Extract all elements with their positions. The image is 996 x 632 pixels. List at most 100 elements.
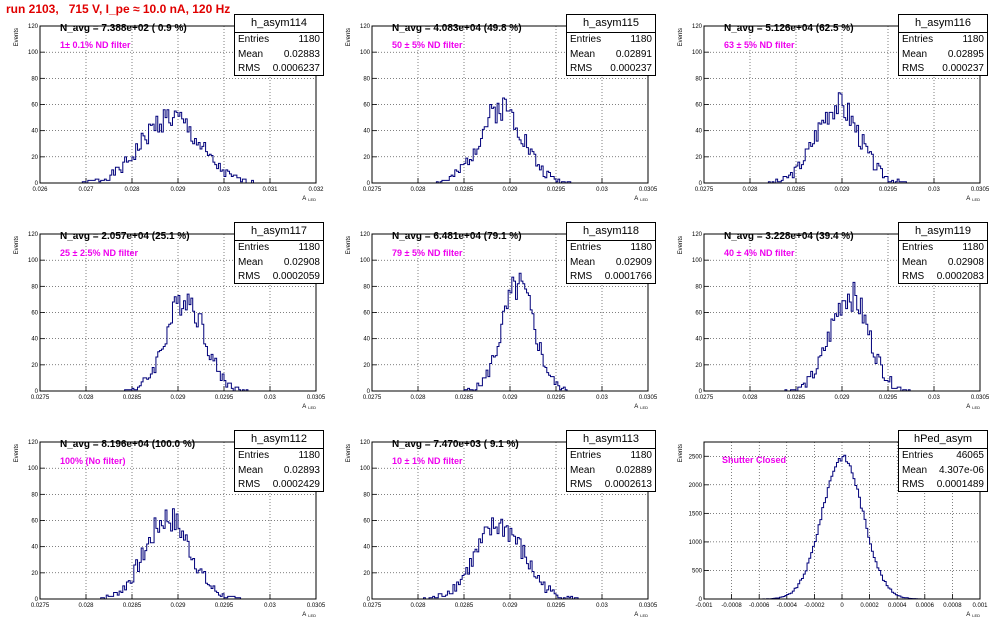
- stats-title: h_asym117: [235, 223, 323, 241]
- x-tick-label: -0.0004: [777, 603, 798, 609]
- stats-label: Entries: [570, 450, 602, 461]
- x-tick-label: 0.029: [834, 395, 850, 401]
- y-tick-label: 20: [363, 571, 370, 577]
- x-tick-label: 0.028: [410, 395, 426, 401]
- histogram-plot: 0.0275 0.028 0.0285 0.029 0.0295 0.03 0.0305 0 2…: [346, 24, 658, 202]
- y-axis-label: Events: [678, 444, 684, 462]
- y-tick-label: 80: [363, 76, 370, 82]
- y-tick-label: 60: [31, 103, 38, 109]
- stats-row-rms: RMS 0.0002429: [235, 478, 323, 493]
- x-axis-label: A LED: [302, 612, 316, 618]
- stats-label: RMS: [902, 479, 925, 490]
- x-tick-label: -0.0006: [749, 603, 770, 609]
- stats-row-rms: RMS 0.0001766: [567, 270, 655, 285]
- stats-row-rms: RMS 0.0002083: [899, 270, 987, 285]
- y-tick-label: 40: [363, 129, 370, 135]
- y-tick-label: 120: [28, 24, 39, 30]
- y-tick-label: 1500: [689, 511, 703, 517]
- x-tick-label: 0.0305: [971, 187, 990, 193]
- stats-value: 0.02895: [947, 48, 984, 60]
- x-tick-label: 0.03: [264, 603, 276, 609]
- x-tick-label: -0.0002: [804, 603, 825, 609]
- y-tick-label: 80: [31, 284, 38, 290]
- x-tick-label: 0.0305: [639, 187, 658, 193]
- x-tick-label: 0.0004: [888, 603, 907, 609]
- stats-title: h_asym114: [235, 15, 323, 33]
- stats-row-mean: Mean 0.02883: [235, 48, 323, 63]
- stats-row-mean: Mean 0.02908: [899, 256, 987, 271]
- x-axis-label-main: A: [634, 404, 638, 410]
- stats-row-entries: Entries 1180: [899, 241, 987, 256]
- x-tick-label: 0.03: [218, 187, 230, 193]
- x-tick-label: 0.03: [596, 187, 608, 193]
- y-tick-label: 0: [367, 181, 371, 187]
- stats-row-rms: RMS 0.000237: [567, 62, 655, 77]
- x-axis-label: A LED: [302, 404, 316, 410]
- histogram-plot: 0.0275 0.028 0.0285 0.029 0.0295 0.03 0.0305 0 2…: [346, 232, 658, 410]
- x-axis-label-main: A: [634, 196, 638, 202]
- stats-value: 0.0002613: [604, 479, 652, 490]
- stats-title: h_asym115: [567, 15, 655, 33]
- x-tick-label: 0.0275: [695, 187, 714, 193]
- x-tick-label: 0.03: [264, 395, 276, 401]
- x-tick-label: 0.0275: [695, 395, 714, 401]
- stats-row-mean: Mean 4.307e-06: [899, 464, 987, 479]
- stats-row-rms: RMS 0.0006237: [235, 62, 323, 77]
- histogram-panel-ped: -0.001 -0.0008 -0.0006 -0.0004 -0.0002 0 0.000…: [672, 430, 992, 632]
- x-tick-label: 0.032: [308, 187, 324, 193]
- stats-label: Entries: [238, 34, 270, 45]
- x-tick-label: 0.029: [170, 187, 186, 193]
- stats-box: h_asym118 Entries 1180 Mean 0.02909 RMS 0.0001…: [566, 222, 656, 284]
- stats-label: Entries: [570, 34, 602, 45]
- x-axis-label-main: A: [966, 196, 970, 202]
- stats-label: Entries: [902, 450, 934, 461]
- stats-value: 0.02908: [283, 256, 320, 268]
- x-axis-label-main: A: [966, 404, 970, 410]
- y-tick-label: 40: [31, 545, 38, 551]
- x-axis-label-sub: LED: [640, 197, 648, 202]
- stats-value: 1180: [962, 34, 984, 45]
- y-tick-label: 80: [31, 76, 38, 82]
- y-tick-label: 40: [695, 129, 702, 135]
- stats-label: RMS: [570, 479, 593, 490]
- n-avg-label: N_avg = 4.083e+04 (49.8 %): [392, 23, 522, 34]
- filter-label: 50 ± 5% ND filter: [392, 40, 463, 50]
- plot-frame: [371, 441, 649, 600]
- x-axis-label-main: A: [634, 612, 638, 618]
- y-tick-label: 120: [360, 440, 371, 446]
- stats-row-rms: RMS 0.0002613: [567, 478, 655, 493]
- x-axis-label-sub: LED: [972, 613, 980, 618]
- plot-frame: [371, 233, 649, 392]
- y-axis-label: Events: [14, 236, 20, 254]
- stats-label: Mean: [570, 256, 596, 268]
- stats-value: 0.02883: [283, 48, 320, 60]
- y-tick-label: 40: [363, 337, 370, 343]
- stats-title: h_asym119: [899, 223, 987, 241]
- stats-title: h_asym116: [899, 15, 987, 33]
- y-tick-label: 120: [692, 24, 703, 30]
- stats-value: 0.0002429: [272, 479, 320, 490]
- x-tick-label: 0.028: [410, 603, 426, 609]
- x-tick-label: 0.0295: [879, 187, 898, 193]
- x-tick-label: 0.0275: [363, 187, 382, 193]
- x-tick-label: 0.029: [502, 395, 518, 401]
- x-tick-label: 0.0305: [307, 395, 326, 401]
- histogram-series: [372, 272, 648, 392]
- y-tick-label: 100: [360, 258, 371, 264]
- stats-label: Mean: [570, 464, 596, 476]
- y-tick-label: 20: [31, 155, 38, 161]
- stats-box: hPed_asym Entries 46065 Mean 4.307e-06 RMS 0.0…: [898, 430, 988, 492]
- y-tick-label: 120: [360, 24, 371, 30]
- y-tick-label: 60: [363, 519, 370, 525]
- plot-frame: [703, 441, 981, 600]
- n-avg-label: N_avg = 5.126e+04 (62.5 %): [724, 23, 854, 34]
- stats-value: 0.02909: [615, 256, 652, 268]
- stats-value: 0.000237: [942, 63, 984, 74]
- y-tick-label: 20: [31, 571, 38, 577]
- y-axis-label: Events: [346, 236, 352, 254]
- y-tick-label: 60: [31, 519, 38, 525]
- x-tick-label: 0.0275: [31, 603, 50, 609]
- plot-frame: [39, 25, 317, 184]
- filter-label: 40 ± 4% ND filter: [724, 248, 795, 258]
- stats-value: 0.0006237: [272, 63, 320, 74]
